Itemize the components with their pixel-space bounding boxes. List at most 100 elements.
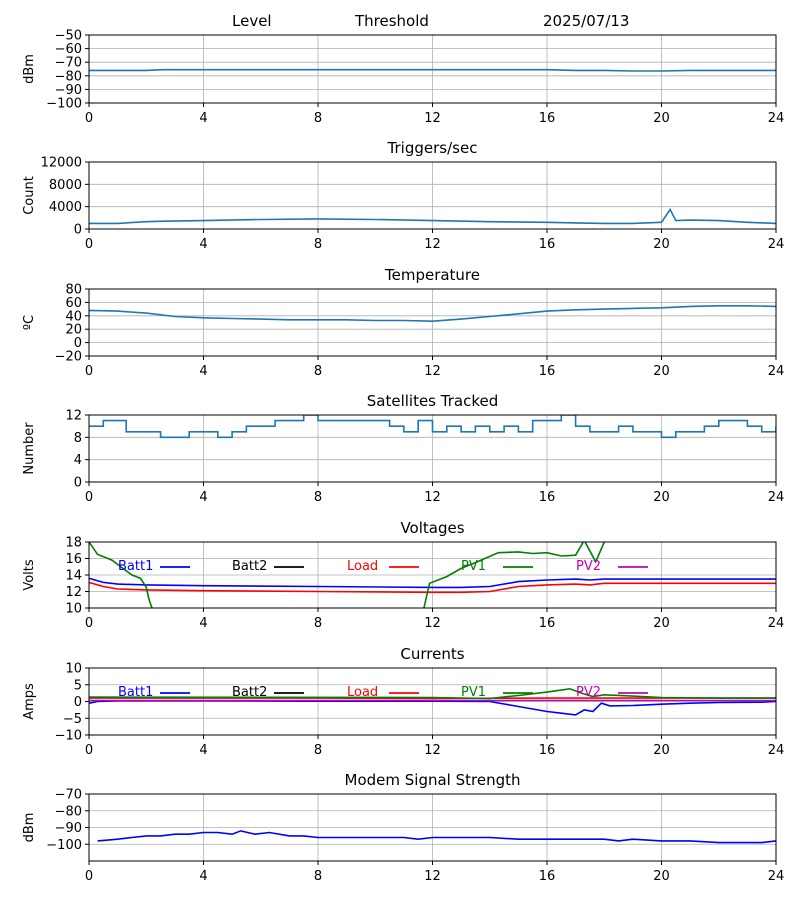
- x-tick-label: 0: [85, 111, 93, 126]
- x-tick-label: 8: [314, 490, 322, 505]
- y-axis-label: Count: [22, 176, 37, 215]
- y-tick-label: 16: [65, 552, 82, 567]
- y-axis-label: ºC: [22, 315, 37, 330]
- chart-title: Triggers/sec: [387, 139, 478, 157]
- legend-label: PV2: [576, 685, 601, 700]
- y-tick-label: 20: [65, 323, 82, 338]
- x-tick-label: 20: [653, 111, 670, 126]
- y-axis-label: Amps: [22, 683, 37, 720]
- y-axis-label: dBm: [22, 54, 37, 84]
- y-tick-label: 5: [74, 678, 82, 693]
- x-tick-label: 16: [539, 490, 556, 505]
- x-tick-label: 20: [653, 364, 670, 379]
- chart-panel-2: 0 4 8 12 16 20 24 0 4000 8000 12000 Count Triggers/s…: [22, 139, 784, 252]
- x-tick-label: 4: [199, 616, 207, 631]
- x-tick-label: 20: [653, 869, 670, 884]
- series-line-pv1: [423, 542, 608, 608]
- x-tick-label: 16: [539, 111, 556, 126]
- x-tick-label: 4: [199, 743, 207, 758]
- x-tick-label: 20: [653, 490, 670, 505]
- legend-label: Load: [347, 685, 378, 700]
- x-tick-label: 0: [85, 616, 93, 631]
- chart-title: Voltages: [400, 519, 464, 537]
- series-line-pv1: [89, 687, 776, 700]
- y-tick-label: −70: [55, 56, 82, 71]
- x-tick-label: 4: [199, 490, 207, 505]
- chart-panel-7: 0 4 8 12 16 20 24 −70−80 −90 −100 dBm Modem Signal …: [22, 771, 784, 884]
- x-tick-label: 24: [768, 237, 785, 252]
- y-tick-label: 4: [74, 453, 82, 468]
- x-tick-label: 24: [768, 743, 785, 758]
- y-tick-label: −5: [63, 712, 82, 727]
- x-tick-label: 20: [653, 237, 670, 252]
- x-tick-label: 24: [768, 869, 785, 884]
- chart-panel-6: 0 4 8 12 16 20 24 −10 −5 0 510 Amps Currents Batt1 Bat…: [22, 645, 784, 758]
- y-tick-label: 14: [65, 569, 82, 584]
- y-tick-label: −50: [55, 29, 82, 44]
- y-tick-label: −100: [46, 97, 82, 112]
- x-tick-label: 12: [424, 364, 441, 379]
- x-tick-label: 20: [653, 743, 670, 758]
- legend-label: PV2: [576, 559, 601, 574]
- y-tick-label: 0: [74, 476, 82, 491]
- y-tick-label: 0: [74, 223, 82, 238]
- x-tick-label: 0: [85, 237, 93, 252]
- x-tick-label: 0: [85, 364, 93, 379]
- x-tick-label: 16: [539, 364, 556, 379]
- series-line-load: [89, 581, 776, 594]
- x-tick-label: 12: [424, 237, 441, 252]
- x-tick-label: 16: [539, 869, 556, 884]
- y-tick-label: 60: [65, 296, 82, 311]
- y-tick-label: −60: [55, 42, 82, 57]
- y-tick-label: −90: [55, 83, 82, 98]
- y-tick-label: −10: [55, 729, 82, 744]
- y-tick-label: 12000: [41, 156, 82, 171]
- x-tick-label: 8: [314, 743, 322, 758]
- legend-label: PV1: [461, 559, 486, 574]
- chart-title: Currents: [400, 645, 464, 663]
- y-tick-label: 12: [65, 585, 82, 600]
- y-tick-label: 10: [65, 602, 82, 617]
- x-tick-label: 4: [199, 237, 207, 252]
- chart-title: Satellites Tracked: [367, 392, 498, 410]
- series-line-data: [89, 68, 776, 72]
- y-tick-label: 8: [74, 431, 82, 446]
- y-tick-label: −90: [55, 821, 82, 836]
- chart-title-part: Threshold: [354, 12, 429, 30]
- x-tick-label: 12: [424, 111, 441, 126]
- y-axis-label: Volts: [22, 559, 37, 591]
- series-line-data: [89, 305, 776, 323]
- y-axis-label: dBm: [22, 813, 37, 843]
- chart-title: Temperature: [384, 266, 480, 284]
- y-tick-label: −20: [55, 350, 82, 365]
- chart-title-part: Level: [232, 12, 272, 30]
- chart-panel-4: 0 4 8 12 16 20 24 0 4 8 12 Number Satellites Tracked: [22, 392, 784, 505]
- x-tick-label: 24: [768, 490, 785, 505]
- series-line-batt1: [89, 577, 776, 589]
- y-tick-label: 4000: [49, 200, 82, 215]
- legend-label: Batt1: [118, 559, 153, 574]
- x-tick-label: 4: [199, 869, 207, 884]
- series-line-data: [89, 415, 776, 439]
- x-tick-label: 8: [314, 237, 322, 252]
- series-line-signal: [97, 830, 776, 844]
- y-tick-label: −80: [55, 804, 82, 819]
- y-tick-label: 0: [74, 336, 82, 351]
- x-tick-label: 12: [424, 490, 441, 505]
- y-tick-label: −70: [55, 788, 82, 803]
- x-tick-label: 8: [314, 869, 322, 884]
- series-line-pv1: [89, 542, 153, 608]
- x-tick-label: 12: [424, 743, 441, 758]
- chart-panel-1: 0 4 8 12 16 20 24 −50−60−70−80−90−100 dBm Level Th…: [22, 12, 784, 126]
- x-tick-label: 24: [768, 616, 785, 631]
- x-tick-label: 8: [314, 364, 322, 379]
- y-tick-label: −80: [55, 69, 82, 84]
- legend-label: Load: [347, 559, 378, 574]
- x-tick-label: 4: [199, 364, 207, 379]
- x-tick-label: 24: [768, 111, 785, 126]
- x-tick-label: 8: [314, 111, 322, 126]
- y-tick-label: 12: [65, 409, 82, 424]
